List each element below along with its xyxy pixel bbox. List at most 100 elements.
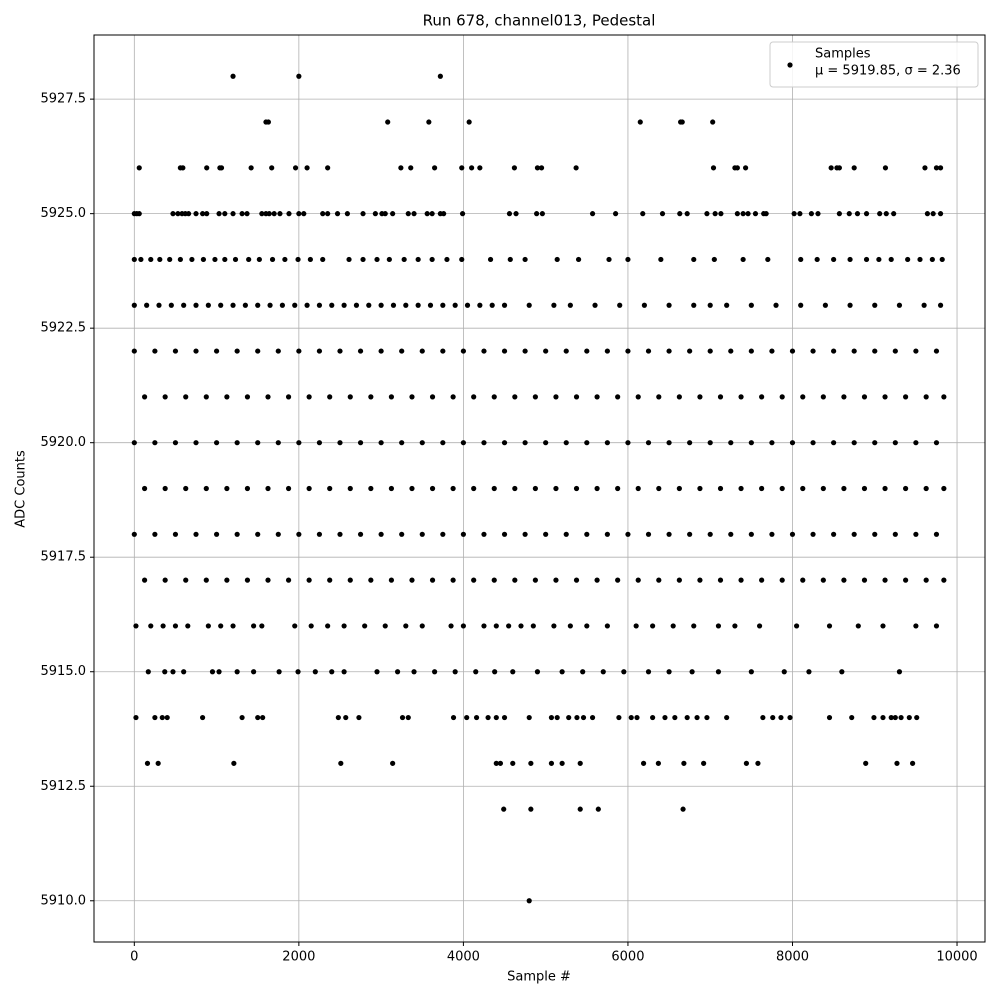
point <box>501 440 508 446</box>
point <box>296 348 302 354</box>
point <box>728 348 734 354</box>
point <box>432 669 438 675</box>
legend-box <box>769 41 979 88</box>
x-tick-label: 8000 <box>776 950 809 965</box>
point <box>896 302 903 308</box>
point <box>205 623 211 629</box>
point <box>251 669 257 675</box>
point <box>543 440 549 446</box>
point <box>604 531 610 537</box>
point <box>604 348 610 354</box>
point <box>255 440 261 446</box>
y-tick-label: 5920.0 <box>41 435 87 450</box>
point <box>691 302 697 308</box>
point <box>880 623 886 629</box>
x-tick-label: 0 <box>130 950 138 965</box>
point <box>437 73 443 79</box>
point <box>193 440 199 446</box>
point <box>903 577 909 583</box>
point <box>778 714 784 721</box>
point <box>450 394 456 400</box>
point <box>181 669 187 675</box>
point <box>501 531 508 537</box>
point <box>715 669 722 675</box>
point <box>501 714 508 721</box>
point <box>937 211 944 217</box>
point <box>528 760 534 766</box>
point <box>224 577 230 583</box>
point <box>492 669 498 675</box>
point <box>269 256 276 263</box>
point <box>510 669 516 675</box>
point <box>440 440 446 446</box>
point <box>666 531 672 537</box>
point <box>580 714 587 721</box>
point <box>584 531 590 537</box>
point <box>218 165 225 171</box>
point <box>748 302 754 308</box>
point <box>592 302 598 308</box>
point <box>551 623 557 629</box>
point <box>471 485 477 492</box>
point <box>808 211 815 217</box>
point <box>152 440 158 446</box>
point <box>640 760 647 766</box>
point <box>892 348 898 354</box>
point <box>740 256 746 263</box>
point <box>532 577 538 583</box>
point <box>933 623 940 629</box>
point <box>625 440 631 446</box>
point <box>216 211 222 217</box>
point <box>133 623 139 629</box>
point <box>399 531 405 537</box>
point <box>566 714 572 721</box>
point <box>877 211 883 217</box>
point <box>316 440 323 446</box>
point <box>185 623 191 629</box>
point <box>913 440 919 446</box>
y-tick-label: 5912.5 <box>41 779 87 794</box>
point <box>872 531 878 537</box>
point <box>798 256 804 263</box>
point <box>193 348 199 354</box>
point <box>460 348 466 354</box>
point <box>534 165 541 171</box>
point <box>641 302 647 308</box>
point <box>687 531 693 537</box>
point <box>460 440 466 446</box>
point <box>779 577 785 583</box>
point <box>676 394 682 400</box>
point <box>872 440 878 446</box>
point <box>347 394 353 400</box>
point <box>230 302 236 308</box>
point <box>292 302 298 308</box>
point <box>481 440 487 446</box>
point <box>234 669 240 675</box>
point <box>296 440 302 446</box>
point <box>477 302 483 308</box>
point <box>798 302 804 308</box>
point <box>230 623 236 629</box>
point <box>694 714 700 721</box>
point <box>306 394 312 400</box>
point <box>357 440 364 446</box>
point <box>357 531 364 537</box>
point <box>645 669 652 675</box>
point <box>452 669 458 675</box>
point <box>615 485 621 492</box>
point <box>548 760 555 766</box>
point <box>851 165 857 171</box>
point <box>906 714 912 721</box>
point <box>759 394 765 400</box>
point <box>419 531 425 537</box>
point <box>892 531 898 537</box>
point <box>923 485 929 492</box>
point <box>133 714 139 721</box>
point <box>863 211 870 217</box>
point <box>755 760 761 766</box>
point <box>464 714 470 721</box>
point <box>213 348 220 354</box>
point <box>748 348 754 354</box>
point <box>933 531 940 537</box>
point <box>473 669 479 675</box>
